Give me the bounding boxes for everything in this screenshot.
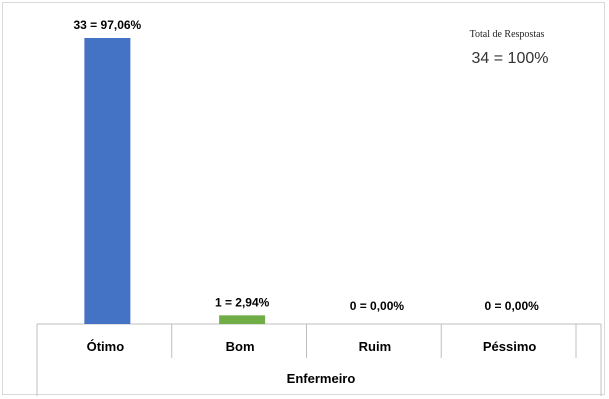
data-label: 33 = 97,06% [74,18,142,32]
category-label: Péssimo [483,339,537,354]
data-label: 0 = 0,00% [350,299,405,313]
category-label: Ótimo [87,339,125,354]
bars-group [84,38,266,324]
data-label: 0 = 0,00% [484,299,539,313]
total-title: Total de Respostas [470,29,545,40]
total-box: Total de Respostas 34 = 100% [470,29,549,67]
x-axis-title: Enfermeiro [287,371,356,386]
category-label: Bom [226,339,255,354]
bar [219,315,266,324]
bar [84,38,131,324]
bar-chart: 33 = 97,06% 1 = 2,94% 0 = 0,00% 0 = 0,00% Ó… [36,18,602,396]
data-label: 1 = 2,94% [215,295,270,309]
category-table-lines [36,323,602,396]
total-value: 34 = 100% [472,50,549,67]
category-label: Ruim [359,339,392,354]
chart-frame: 33 = 97,06% 1 = 2,94% 0 = 0,00% 0 = 0,00% Ó… [2,2,605,396]
category-labels-group: Ótimo Bom Ruim Péssimo [87,339,537,354]
data-labels-group: 33 = 97,06% 1 = 2,94% 0 = 0,00% 0 = 0,00% [74,18,540,313]
